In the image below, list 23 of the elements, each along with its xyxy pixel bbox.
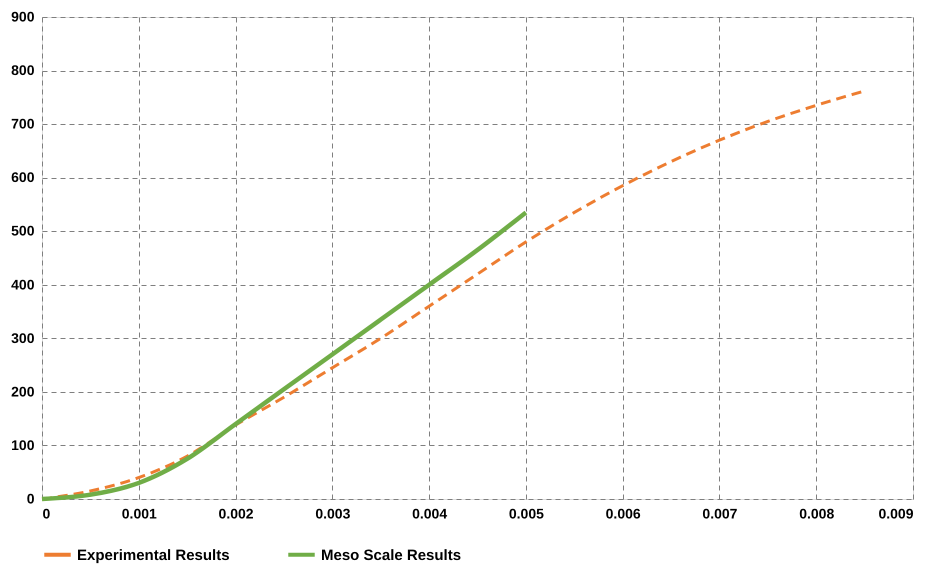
x-tick-label: 0.002 bbox=[218, 506, 254, 522]
x-tick-label: 0.004 bbox=[412, 506, 448, 522]
legend-label: Meso Scale Results bbox=[321, 546, 462, 564]
x-tick-label: 0.009 bbox=[878, 506, 914, 522]
y-tick-label: 800 bbox=[11, 62, 35, 78]
y-tick-label: 200 bbox=[11, 383, 35, 400]
y-tick-label: 100 bbox=[11, 436, 35, 453]
x-tick-label: 0.006 bbox=[606, 506, 641, 522]
x-tick-label: 0 bbox=[42, 506, 50, 522]
y-tick-label: 600 bbox=[11, 169, 35, 186]
legend-label: Experimental Results bbox=[77, 546, 230, 564]
y-tick-label: 300 bbox=[11, 330, 35, 346]
y-tick-label: 900 bbox=[11, 8, 35, 24]
x-tick-label: 0.003 bbox=[315, 506, 351, 522]
y-tick-label: 0 bbox=[26, 490, 35, 506]
y-tick-label: 500 bbox=[11, 222, 35, 239]
x-tick-label: 0.007 bbox=[702, 506, 738, 522]
y-tick-label: 400 bbox=[11, 276, 35, 292]
x-tick-label: 0.008 bbox=[799, 506, 834, 522]
y-tick-label: 700 bbox=[11, 116, 35, 132]
x-tick-label: 0.001 bbox=[122, 506, 157, 522]
line-series bbox=[40, 210, 528, 502]
x-tick-label: 0.005 bbox=[508, 506, 544, 522]
